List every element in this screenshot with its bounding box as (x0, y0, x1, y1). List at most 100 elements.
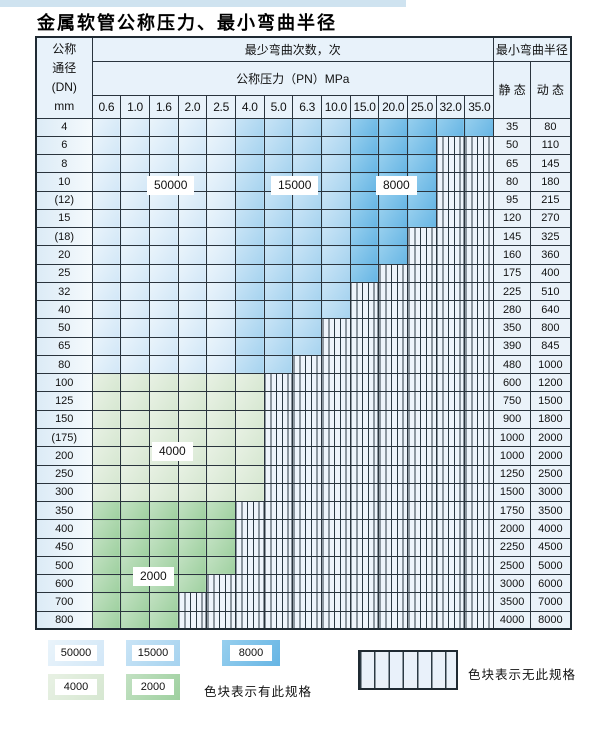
dynamic-radius-cell: 6000 (530, 574, 572, 594)
spec-cell-15000 (234, 135, 265, 156)
spec-cell-15000 (292, 336, 322, 356)
pressure-tick: 0.6 (91, 94, 122, 119)
no-spec-cell (464, 464, 495, 484)
no-spec-cell (234, 537, 265, 557)
legend-swatch-value: 8000 (230, 645, 272, 661)
no-spec-cell (378, 574, 409, 594)
spec-cell-15000 (263, 245, 294, 265)
spec-cell-15000 (234, 172, 265, 192)
spec-cell-15000 (321, 135, 351, 156)
spec-cell-50000 (120, 336, 150, 356)
spec-cell-50000 (120, 208, 150, 229)
no-spec-cell (206, 610, 236, 630)
dn-cell: (12) (35, 190, 93, 210)
no-spec-cell (464, 354, 495, 375)
static-radius-cell: 600 (493, 373, 532, 393)
legend-swatch-value: 2000 (132, 679, 174, 695)
table-row: 15 120 270 (35, 208, 572, 229)
no-spec-cell (435, 354, 466, 375)
dn-cell: 6 (35, 135, 93, 156)
no-spec-cell (321, 592, 351, 612)
no-spec-cell (234, 519, 265, 539)
no-spec-cell (321, 574, 351, 594)
pressure-tick: 35.0 (464, 94, 495, 119)
legend-swatch-8000: 8000 (222, 640, 280, 666)
spec-cell-50000 (177, 208, 208, 229)
table-row: 450 2250 4500 (35, 537, 572, 557)
no-spec-cell (263, 464, 294, 484)
dynamic-radius-cell: 510 (530, 281, 572, 302)
dynamic-radius-cell: 360 (530, 245, 572, 265)
spec-cell-2000 (148, 592, 179, 612)
spec-cell-50000 (120, 190, 150, 210)
spec-cell-15000 (321, 117, 351, 137)
no-spec-cell (349, 537, 380, 557)
spec-cell-4000 (120, 428, 150, 448)
static-radius-cell: 1000 (493, 446, 532, 466)
table-row: 8 65 145 (35, 154, 572, 174)
spec-cell-4000 (120, 391, 150, 411)
spec-cell-4000 (91, 446, 122, 466)
no-spec-cell (435, 336, 466, 356)
spec-cell-15000 (321, 154, 351, 174)
spec-cell-2000 (91, 574, 122, 594)
no-spec-cell (177, 610, 208, 630)
spec-cell-15000 (234, 154, 265, 174)
no-spec-cell (407, 464, 437, 484)
table-row: (18) 145 325 (35, 227, 572, 247)
dynamic-radius-cell: 2000 (530, 428, 572, 448)
spec-cell-50000 (206, 300, 236, 320)
no-spec-cell (349, 391, 380, 411)
no-spec-cell (464, 428, 495, 448)
spec-cell-15000 (234, 300, 265, 320)
spec-cell-2000 (91, 537, 122, 557)
spec-cell-15000 (234, 281, 265, 302)
spec-cell-4000 (234, 464, 265, 484)
dynamic-radius-cell: 215 (530, 190, 572, 210)
table-row: 6 50 110 (35, 135, 572, 156)
spec-cell-4000 (234, 373, 265, 393)
spec-cell-8000 (378, 135, 409, 156)
spec-cell-4000 (206, 446, 236, 466)
no-spec-cell (349, 281, 380, 302)
static-radius-cell: 1500 (493, 482, 532, 503)
spec-cell-50000 (148, 300, 179, 320)
dynamic-radius-cell: 8000 (530, 610, 572, 630)
no-spec-cell (464, 537, 495, 557)
dn-cell: 32 (35, 281, 93, 302)
spec-cell-50000 (206, 227, 236, 247)
spec-cell-50000 (148, 227, 179, 247)
spec-cell-50000 (91, 135, 122, 156)
spec-cell-50000 (177, 135, 208, 156)
spec-cell-15000 (263, 300, 294, 320)
no-spec-cell (234, 592, 265, 612)
spec-cell-50000 (91, 154, 122, 174)
spec-cell-50000 (148, 354, 179, 375)
static-radius-cell: 480 (493, 354, 532, 375)
no-spec-cell (321, 318, 351, 338)
spec-cell-2000 (120, 592, 150, 612)
static-radius-cell: 2250 (493, 537, 532, 557)
spec-cell-15000 (263, 208, 294, 229)
dn-cell: 10 (35, 172, 93, 192)
no-spec-cell (177, 592, 208, 612)
no-spec-cell (378, 263, 409, 283)
no-spec-cell (292, 537, 322, 557)
no-spec-cell (407, 336, 437, 356)
spec-cell-15000 (234, 190, 265, 210)
static-radius-cell: 80 (493, 172, 532, 192)
spec-cell-15000 (292, 208, 322, 229)
spec-cell-50000 (120, 172, 150, 192)
table-row: 700 3500 7000 (35, 592, 572, 612)
no-spec-cell (292, 373, 322, 393)
dn-cell: (18) (35, 227, 93, 247)
no-spec-cell (407, 428, 437, 448)
spec-cell-50000 (91, 190, 122, 210)
no-spec-cell (321, 519, 351, 539)
spec-cell-4000 (148, 482, 179, 503)
spec-cell-15000 (321, 227, 351, 247)
pressure-tick: 2.5 (206, 94, 236, 119)
no-spec-cell (464, 208, 495, 229)
no-spec-cell (407, 446, 437, 466)
table-row: 200 1000 2000 (35, 446, 572, 466)
